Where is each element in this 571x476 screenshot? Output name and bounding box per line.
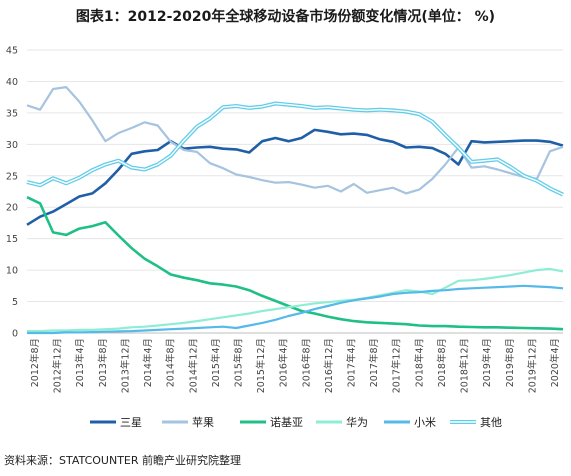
legend-label: 小米 <box>414 416 436 429</box>
x-tick-label: 2014年12月 <box>187 338 199 393</box>
x-tick-label: 2018年8月 <box>436 338 448 387</box>
legend-label: 苹果 <box>192 415 214 429</box>
y-tick-label: 10 <box>6 266 18 277</box>
x-tick-label: 2017年8月 <box>368 338 380 387</box>
y-tick-label: 30 <box>6 140 18 151</box>
x-tick-label: 2017年4月 <box>346 338 358 387</box>
x-tick-label: 2013年12月 <box>119 338 131 393</box>
y-tick-label: 45 <box>6 46 18 57</box>
x-tick-label: 2016年12月 <box>323 338 335 393</box>
x-tick-label: 2013年4月 <box>74 338 86 387</box>
y-tick-label: 20 <box>6 203 18 214</box>
x-tick-label: 2020年4月 <box>549 338 561 387</box>
y-tick-label: 0 <box>12 329 18 340</box>
x-tick-label: 2015年4月 <box>210 338 222 387</box>
x-tick-label: 2016年8月 <box>300 338 312 387</box>
x-tick-label: 2018年12月 <box>459 338 471 393</box>
x-tick-label: 2015年8月 <box>232 338 244 387</box>
x-tick-label: 2013年8月 <box>97 338 109 387</box>
x-tick-label: 2012年12月 <box>52 338 64 393</box>
x-tick-label: 2014年4月 <box>142 338 154 387</box>
series-lines <box>26 85 564 335</box>
source-note: 资料来源：STATCOUNTER 前瞻产业研究院整理 <box>4 454 242 467</box>
y-tick-label: 35 <box>6 108 18 119</box>
y-grid <box>27 49 563 303</box>
legend: 三星 苹果 诺基亚 华为 小米 其他 <box>90 415 502 429</box>
legend-label: 诺基亚 <box>270 416 303 429</box>
legend-label: 三星 <box>120 416 142 429</box>
x-tick-label: 2019年8月 <box>504 338 516 387</box>
y-tick-label: 25 <box>6 171 18 182</box>
x-tick-label: 2016年4月 <box>278 338 290 387</box>
y-axis-ticks: 0 5 10 15 20 25 30 35 40 45 <box>6 46 18 340</box>
y-tick-label: 5 <box>12 297 18 308</box>
x-tick-label: 2018年4月 <box>413 338 425 387</box>
chart-title: 图表1：2012-2020年全球移动设备市场份额变化情况(单位： %) <box>75 9 496 25</box>
x-axis-ticks: 2012年8月 2012年12月 2013年4月 2013年8月 2013年12月 201… <box>29 338 561 393</box>
x-tick-label: 2012年8月 <box>29 338 41 387</box>
series-line <box>27 267 564 333</box>
x-tick-label: 2019年12月 <box>526 338 538 393</box>
series-line <box>27 284 564 335</box>
legend-label: 华为 <box>346 415 368 429</box>
legend-label: 其他 <box>480 416 502 429</box>
series-line <box>26 85 564 195</box>
series-line <box>26 128 564 226</box>
x-tick-label: 2015年12月 <box>255 338 267 393</box>
x-tick-label: 2014年8月 <box>165 338 177 387</box>
series-line-inner <box>26 102 564 196</box>
x-tick-label: 2019年4月 <box>481 338 493 387</box>
y-tick-label: 15 <box>6 234 18 245</box>
y-tick-label: 40 <box>6 77 18 88</box>
series-line <box>26 196 564 331</box>
x-tick-label: 2017年12月 <box>391 338 403 393</box>
